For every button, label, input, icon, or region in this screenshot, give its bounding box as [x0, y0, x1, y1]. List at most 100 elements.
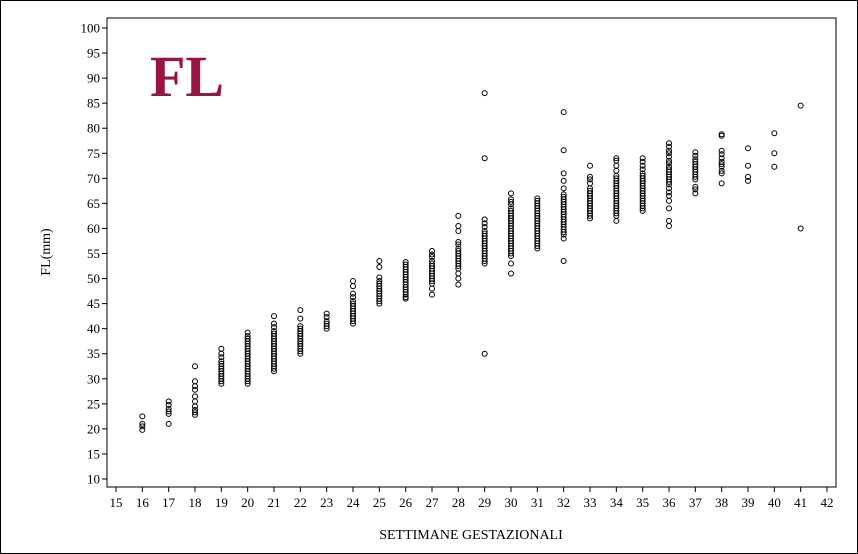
data-point	[692, 183, 699, 190]
x-axis: 15 16 17 18 19 20 21 22 23 24 25 26 27 28 29 30 31 32 33 34…	[110, 487, 834, 510]
plot-area	[106, 17, 837, 488]
data-point	[718, 180, 725, 187]
data-point	[139, 413, 146, 420]
data-point	[797, 102, 804, 109]
data-point	[192, 398, 198, 405]
y-tick-label: 95	[87, 46, 100, 61]
data-point	[666, 160, 672, 167]
data-point	[639, 166, 646, 173]
data-point	[244, 329, 251, 336]
y-tick-label: 55	[87, 246, 100, 261]
data-point	[429, 247, 435, 254]
y-tick-label: 70	[87, 171, 100, 186]
data-point	[323, 314, 330, 321]
data-point	[192, 393, 198, 400]
data-point	[350, 320, 356, 327]
data-point	[587, 162, 593, 169]
data-point	[350, 283, 356, 290]
y-axis: 10 15 20 25 30 35 40 45 50 55 60 65 70 75 80 85 90 95 100	[81, 21, 107, 487]
data-point	[718, 151, 725, 158]
y-tick-label: 60	[87, 221, 100, 236]
data-point	[429, 251, 435, 258]
x-tick-label: 22	[294, 495, 307, 510]
data-point	[692, 190, 699, 197]
data-point	[560, 228, 567, 235]
data-point	[297, 348, 304, 355]
data-point	[718, 163, 725, 170]
data-point	[481, 220, 488, 227]
data-point	[639, 155, 646, 162]
data-point	[350, 294, 356, 301]
data-point	[534, 245, 541, 252]
data-point	[376, 274, 383, 281]
data-point	[481, 155, 488, 162]
data-point	[402, 295, 409, 302]
x-tick-label: 35	[636, 495, 649, 510]
data-point	[165, 398, 172, 405]
data-point	[481, 260, 488, 267]
x-tick-label: 15	[110, 495, 123, 510]
data-point	[429, 291, 435, 298]
data-point	[666, 185, 672, 192]
x-tick-label: 32	[557, 495, 570, 510]
data-point	[165, 401, 172, 408]
data-point	[323, 323, 330, 330]
data-point	[297, 315, 304, 322]
y-tick-label: 65	[87, 196, 100, 211]
data-point	[192, 409, 198, 416]
data-point	[481, 90, 488, 97]
x-tick-label: 26	[399, 495, 413, 510]
data-point	[508, 253, 514, 260]
data-point	[666, 143, 672, 150]
chart-title: FL	[150, 44, 224, 109]
data-point	[560, 177, 567, 184]
x-tick-label: 21	[268, 495, 281, 510]
data-point	[639, 207, 646, 214]
data-point	[455, 263, 462, 270]
data-point	[666, 147, 672, 154]
y-tick-label: 40	[87, 321, 100, 336]
x-axis-title: SETTIMANE GESTAZIONALI	[379, 528, 563, 543]
data-point	[692, 186, 699, 193]
x-tick-label: 28	[452, 495, 465, 510]
data-point	[560, 258, 567, 265]
data-point	[455, 241, 462, 248]
data-point	[666, 192, 672, 199]
data-point	[271, 320, 277, 327]
y-tick-label: 45	[87, 296, 100, 311]
data-point	[666, 197, 672, 204]
data-point	[429, 278, 435, 285]
data-point	[666, 189, 672, 196]
data-point	[165, 408, 172, 415]
data-point	[376, 298, 383, 305]
x-tick-label: 42	[821, 495, 834, 510]
x-tick-label: 20	[241, 495, 254, 510]
data-point	[455, 275, 462, 282]
data-point	[534, 242, 541, 249]
data-point	[192, 403, 198, 410]
data-point	[376, 300, 383, 307]
data-point	[613, 155, 620, 162]
data-point	[666, 157, 672, 164]
data-point	[297, 350, 304, 357]
y-tick-label: 100	[81, 21, 101, 36]
data-point	[613, 210, 620, 217]
x-tick-label: 30	[505, 495, 518, 510]
x-tick-label: 24	[347, 495, 361, 510]
data-point	[218, 345, 225, 352]
data-point	[297, 307, 304, 314]
data-point	[745, 173, 751, 180]
data-point	[323, 310, 330, 317]
data-point	[508, 260, 514, 267]
x-tick-label: 37	[689, 495, 703, 510]
data-point	[508, 190, 514, 197]
data-point	[218, 378, 225, 385]
data-point	[639, 205, 646, 212]
data-point	[244, 380, 251, 387]
data-point	[718, 161, 725, 168]
data-point	[165, 410, 172, 417]
data-point	[271, 365, 277, 372]
data-point	[639, 162, 646, 169]
data-point	[692, 176, 699, 183]
